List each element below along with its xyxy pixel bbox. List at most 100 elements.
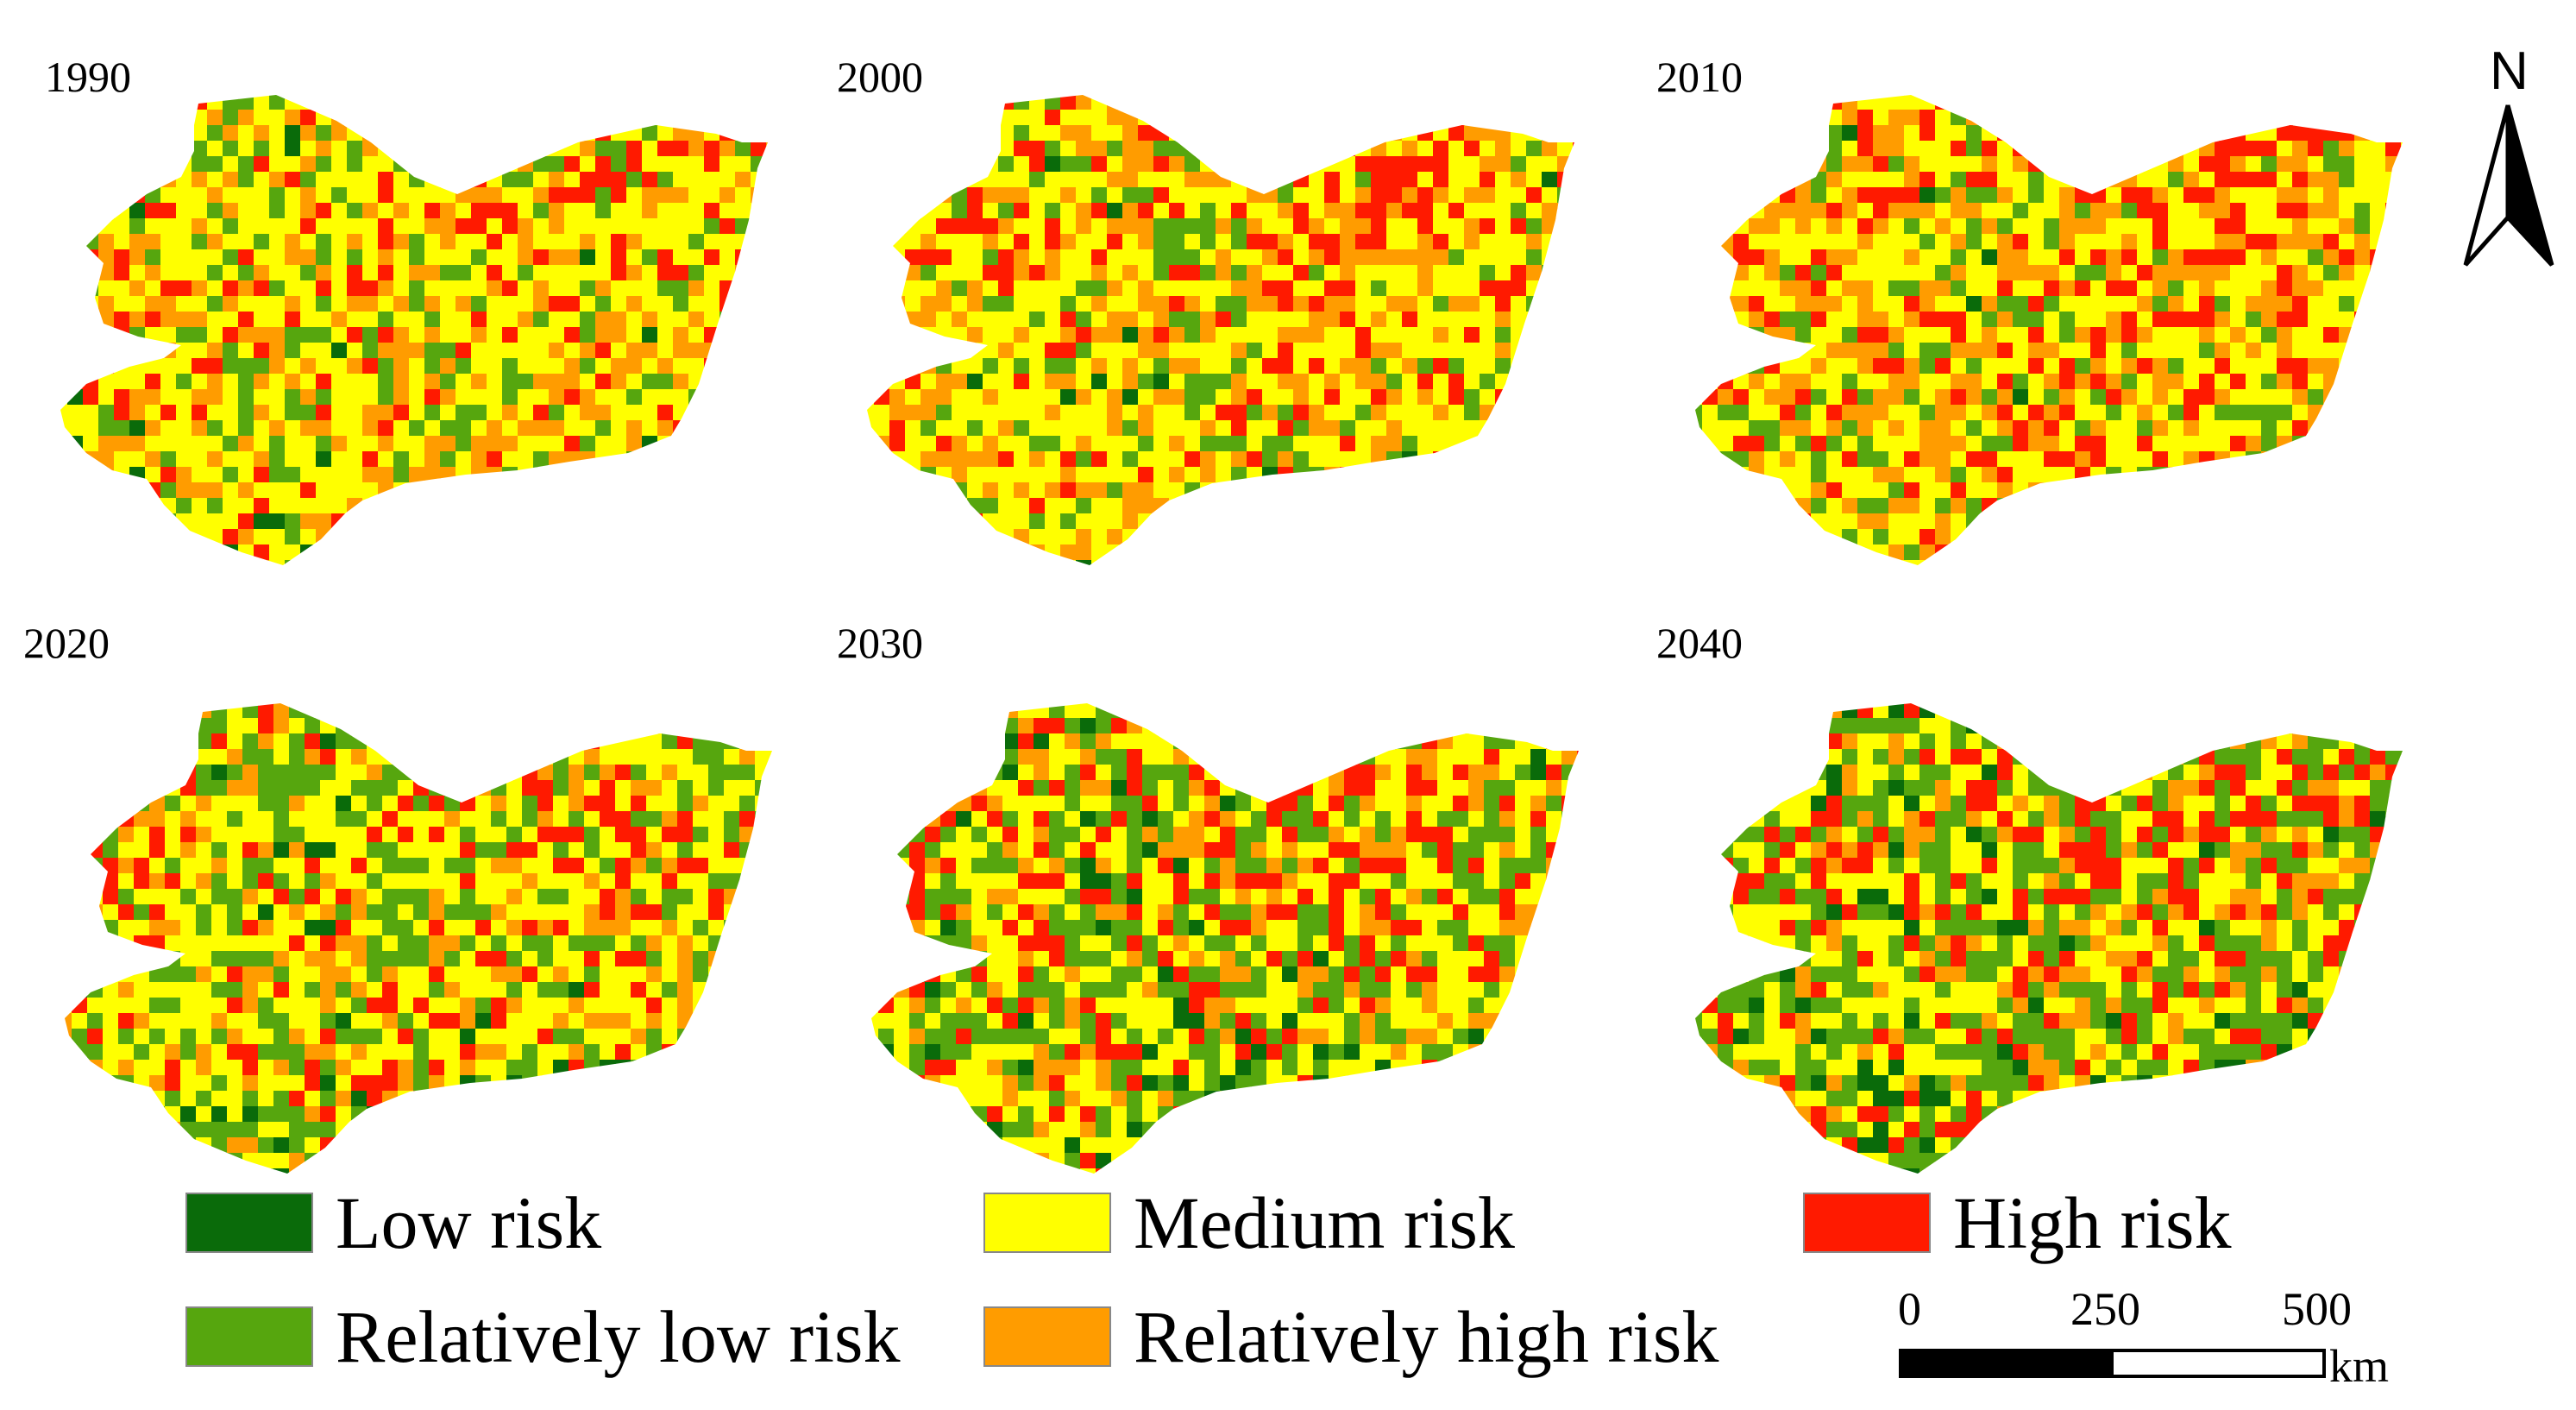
raster-cell <box>1029 47 1046 64</box>
raster-cell <box>1169 156 1185 173</box>
raster-cell <box>254 296 270 312</box>
raster-cell <box>1293 405 1310 421</box>
raster-cell <box>2230 513 2246 530</box>
raster-cell <box>595 125 612 142</box>
raster-cell <box>2168 374 2184 390</box>
raster-cell <box>456 405 472 421</box>
raster-cell <box>1888 296 1905 312</box>
raster-cell <box>1718 312 1734 328</box>
raster-cell <box>285 187 301 204</box>
raster-cell <box>611 141 627 157</box>
raster-cell <box>998 560 1015 565</box>
raster-cell <box>2339 544 2355 561</box>
raster-cell <box>1951 47 1967 64</box>
raster-cell <box>1919 110 1936 126</box>
raster-cell <box>1138 296 1154 312</box>
raster-cell <box>782 560 798 576</box>
raster-cell <box>704 234 720 250</box>
raster-cell <box>1542 95 1558 110</box>
raster-cell <box>2028 156 2045 173</box>
raster-cell <box>719 172 736 188</box>
raster-cell <box>704 187 720 204</box>
raster-cell <box>920 312 937 328</box>
raster-cell <box>1278 544 1294 561</box>
raster-cell <box>1340 218 1356 235</box>
raster-cell <box>145 203 161 219</box>
raster-cell <box>967 249 983 266</box>
raster-cell <box>2075 544 2091 561</box>
raster-cell <box>1749 156 1765 173</box>
raster-cell <box>67 125 84 142</box>
raster-cell <box>1842 95 1858 110</box>
raster-cell <box>98 203 115 219</box>
raster-cell <box>2199 544 2215 561</box>
raster-cell <box>223 95 239 110</box>
raster-cell <box>1371 405 1387 421</box>
raster-cell <box>952 560 968 565</box>
raster-cell <box>751 187 767 204</box>
raster-cell <box>269 125 286 142</box>
raster-cell <box>936 405 952 421</box>
raster-cell <box>160 234 177 250</box>
raster-cell <box>983 389 999 406</box>
raster-cell <box>331 312 348 328</box>
raster-cell <box>393 265 410 281</box>
raster-cell <box>595 405 612 421</box>
raster-cell <box>316 576 332 592</box>
raster-cell <box>2183 358 2200 375</box>
map-panel-2000 <box>858 47 1600 582</box>
raster-cell <box>580 125 596 142</box>
raster-cell <box>704 529 720 545</box>
raster-cell <box>920 187 937 204</box>
raster-cell <box>1355 436 1372 452</box>
raster-cell <box>1888 498 1905 514</box>
raster-cell <box>549 358 565 375</box>
raster-cell <box>2137 529 2153 545</box>
raster-cell <box>2215 79 2231 95</box>
raster-cell <box>1433 436 1449 452</box>
raster-cell <box>1495 482 1511 499</box>
raster-cell <box>1014 312 1030 328</box>
raster-cell <box>1216 389 1232 406</box>
raster-cell <box>60 187 68 204</box>
raster-cell <box>1542 513 1558 530</box>
raster-cell <box>1573 203 1574 219</box>
raster-cell <box>611 187 627 204</box>
raster-cell <box>1076 436 1092 452</box>
raster-cell <box>2401 95 2403 110</box>
raster-cell <box>2292 203 2309 219</box>
raster-cell <box>905 141 921 157</box>
raster-cell <box>766 544 768 561</box>
raster-cell <box>580 265 596 281</box>
raster-cell <box>2261 544 2278 561</box>
raster-cell <box>2215 343 2231 359</box>
raster-cell <box>331 249 348 266</box>
raster-cell <box>580 358 596 375</box>
raster-cell <box>1951 172 1967 188</box>
raster-cell <box>2075 203 2091 219</box>
raster-cell <box>2308 125 2324 142</box>
raster-cell <box>2044 327 2060 343</box>
raster-cell <box>518 63 534 79</box>
raster-cell <box>1029 436 1046 452</box>
raster-cell <box>487 95 503 110</box>
raster-cell <box>905 420 921 437</box>
raster-cell <box>1402 405 1418 421</box>
raster-cell <box>1045 125 1061 142</box>
raster-cell <box>145 358 161 375</box>
raster-cell <box>2292 110 2309 126</box>
raster-cell <box>2028 529 2045 545</box>
raster-cell <box>1982 280 1998 297</box>
raster-cell <box>920 110 937 126</box>
raster-cell <box>83 280 99 297</box>
raster-cell <box>952 467 968 483</box>
raster-cell <box>1526 405 1542 421</box>
raster-cell <box>1107 296 1123 312</box>
raster-cell <box>1982 358 1998 375</box>
raster-cell <box>331 280 348 297</box>
raster-cell <box>2339 125 2355 142</box>
raster-cell <box>1122 312 1139 328</box>
raster-cell <box>1107 576 1123 592</box>
raster-cell <box>347 374 363 390</box>
raster-cell <box>2323 374 2340 390</box>
